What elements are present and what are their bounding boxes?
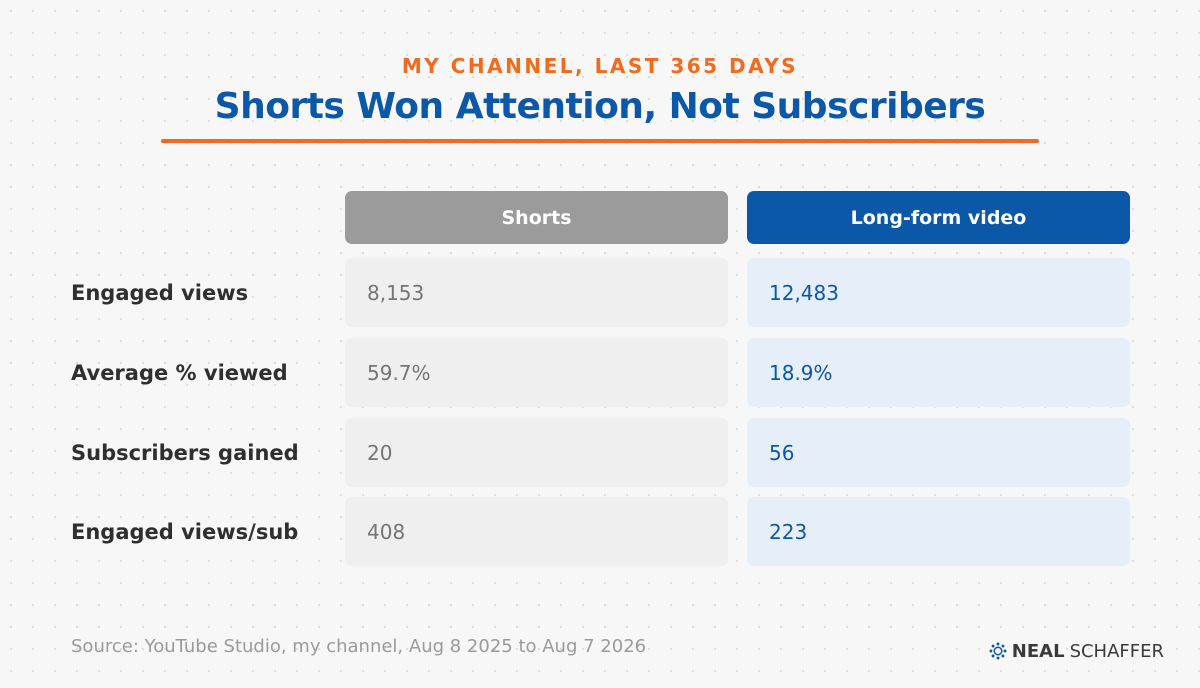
long-form-value-cell: 56 [747, 418, 1130, 487]
logo-wordmark-light: SCHAFFER [1069, 640, 1164, 662]
long-form-value-cell: 18.9% [747, 338, 1130, 407]
long-form-value-cell: 12,483 [747, 258, 1130, 327]
page-title: Shorts Won Attention, Not Subscribers [214, 86, 986, 127]
row-label: Average % viewed [71, 360, 288, 385]
shorts-value-cell: 408 [345, 497, 728, 566]
shorts-value-cell: 8,153 [345, 258, 728, 327]
row-label: Engaged views [71, 280, 249, 305]
column-header-shorts: Shorts [345, 191, 728, 244]
shorts-value-cell: 59.7% [345, 338, 728, 407]
network-ring-icon [989, 642, 1007, 660]
long-form-value-cell: 223 [747, 497, 1130, 566]
kicker: MY CHANNEL, LAST 365 DAYS [401, 54, 799, 78]
shorts-value-cell: 20 [345, 418, 728, 487]
brand-logo: NEAL SCHAFFER [989, 639, 1164, 663]
column-header-long-form: Long-form video [747, 191, 1130, 244]
row-label: Engaged views/sub [71, 519, 299, 544]
row-label: Subscribers gained [71, 440, 299, 465]
logo-wordmark-bold: NEAL [1011, 640, 1065, 662]
title-underline [161, 139, 1039, 143]
source-note: Source: YouTube Studio, my channel, Aug … [71, 636, 647, 657]
